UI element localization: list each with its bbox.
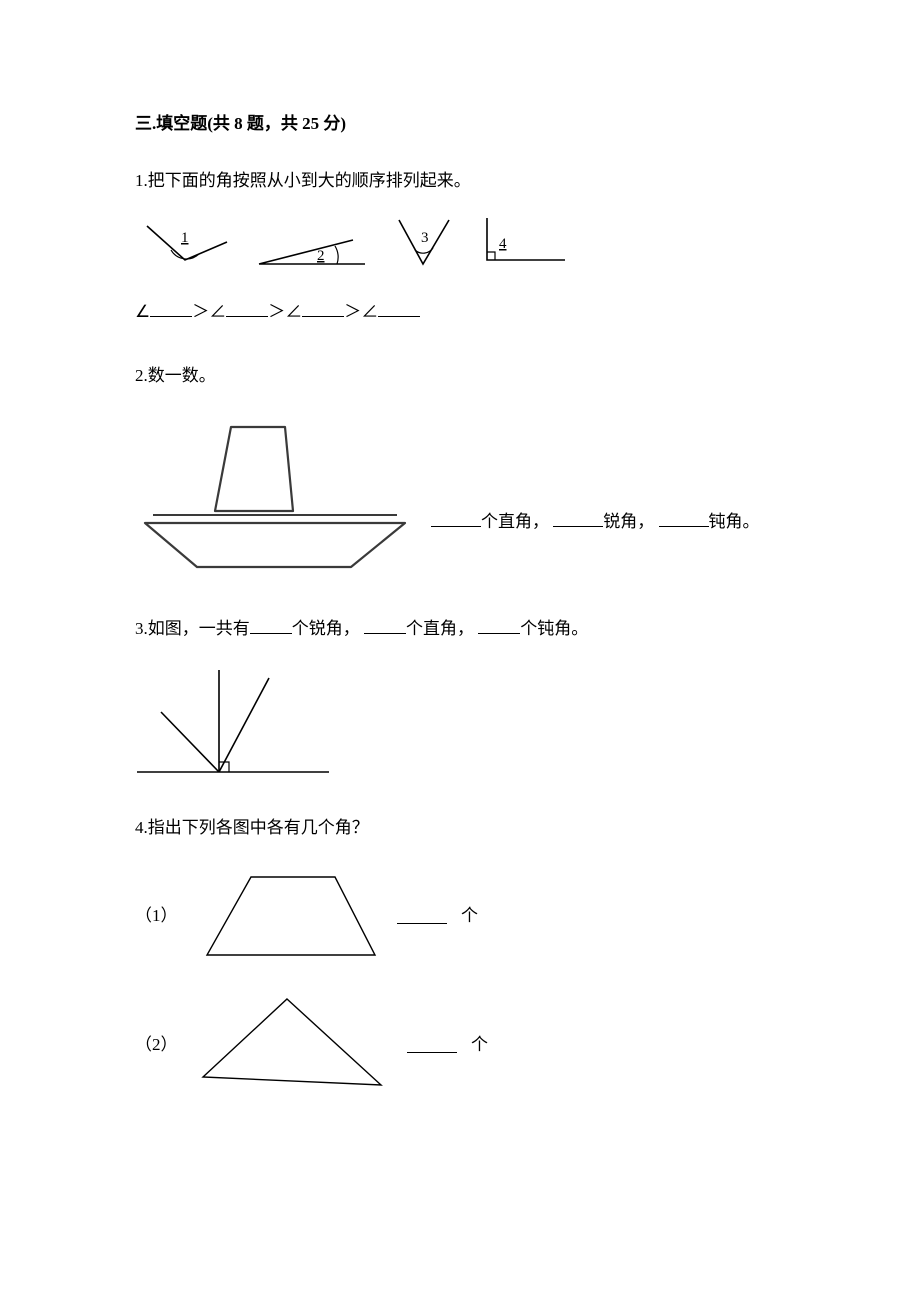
q3-figure	[133, 664, 333, 784]
q3-text-c: 个直角，	[406, 619, 474, 638]
q4-label-2: （2）	[135, 1031, 179, 1058]
question-4: 4.指出下列各图中各有几个角？ （1） 个 （2） 个	[135, 814, 790, 1099]
angle-symbol: ∠	[285, 302, 302, 321]
angle-4-figure: 4	[479, 212, 571, 268]
q1-blank-4[interactable]	[378, 299, 420, 317]
q1-blank-1[interactable]	[150, 299, 192, 317]
triangle-figure	[193, 989, 393, 1099]
q2-blank-acute[interactable]	[553, 509, 603, 527]
q3-ray-left	[161, 712, 219, 772]
q2-answer-line: 个直角， 锐角， 钝角。	[431, 508, 760, 585]
q4-blank-1[interactable]	[397, 906, 447, 924]
angle-1-label: 1	[181, 230, 189, 246]
q4-label-1: （1）	[135, 902, 179, 929]
q4-prompt: 4.指出下列各图中各有几个角？	[135, 814, 790, 841]
question-3: 3.如图，一共有 个锐角， 个直角， 个钝角。	[135, 615, 790, 784]
q2-blank-obtuse[interactable]	[659, 509, 709, 527]
boat-figure	[135, 415, 415, 585]
q1-answer-expression: ∠＞∠＞∠＞∠	[135, 298, 790, 325]
trapezoid-path	[207, 877, 375, 955]
q3-ray-right	[219, 678, 269, 772]
angle-3-label: 3	[421, 230, 429, 246]
q2-text-obtuse: 钝角。	[709, 512, 760, 531]
q1-blank-2[interactable]	[226, 299, 268, 317]
q4-item-2: （2） 个	[135, 989, 790, 1099]
angle-symbol: ∠	[361, 302, 378, 321]
angle-4-square	[487, 252, 495, 260]
q3-blank-acute[interactable]	[250, 616, 292, 634]
q3-text-a: 3.如图，一共有	[135, 619, 250, 638]
q2-prompt: 2.数一数。	[135, 362, 790, 389]
angle-2-label: 2	[317, 248, 325, 264]
gt-symbol: ＞	[192, 302, 209, 321]
q2-blank-right[interactable]	[431, 509, 481, 527]
boat-hull	[145, 523, 405, 567]
triangle-path	[203, 999, 381, 1085]
q4-unit-2: 个	[471, 1031, 488, 1058]
gt-symbol: ＞	[344, 302, 361, 321]
boat-sail	[215, 427, 293, 511]
q3-text-b: 个锐角，	[292, 619, 360, 638]
angle-3-figure: 3	[393, 212, 455, 268]
question-1: 1.把下面的角按照从小到大的顺序排列起来。 1 2 3	[135, 167, 790, 325]
q1-blank-3[interactable]	[302, 299, 344, 317]
q4-unit-1: 个	[461, 902, 478, 929]
q2-text-acute: 锐角，	[603, 512, 654, 531]
q3-text-d: 个钝角。	[520, 619, 588, 638]
question-2: 2.数一数。 个直角， 锐角， 钝角。	[135, 362, 790, 585]
trapezoid-figure	[193, 865, 383, 965]
gt-symbol: ＞	[268, 302, 285, 321]
q1-angles-row: 1 2 3 4	[141, 212, 790, 268]
angle-symbol: ∠	[135, 302, 150, 321]
q4-blank-2[interactable]	[407, 1035, 457, 1053]
angle-1-figure: 1	[141, 212, 233, 268]
q3-blank-right[interactable]	[364, 616, 406, 634]
angle-2-rays	[259, 240, 365, 264]
q3-blank-obtuse[interactable]	[478, 616, 520, 634]
angle-symbol: ∠	[209, 302, 226, 321]
q4-item-1: （1） 个	[135, 865, 790, 965]
section-title: 三.填空题(共 8 题，共 25 分)	[135, 110, 790, 137]
q2-text-right: 个直角，	[481, 512, 549, 531]
angle-2-figure: 2	[257, 228, 369, 268]
angle-4-label: 4	[499, 236, 507, 252]
q1-prompt: 1.把下面的角按照从小到大的顺序排列起来。	[135, 167, 790, 194]
q3-prompt-line: 3.如图，一共有 个锐角， 个直角， 个钝角。	[135, 615, 790, 642]
angle-2-arc	[335, 246, 338, 264]
